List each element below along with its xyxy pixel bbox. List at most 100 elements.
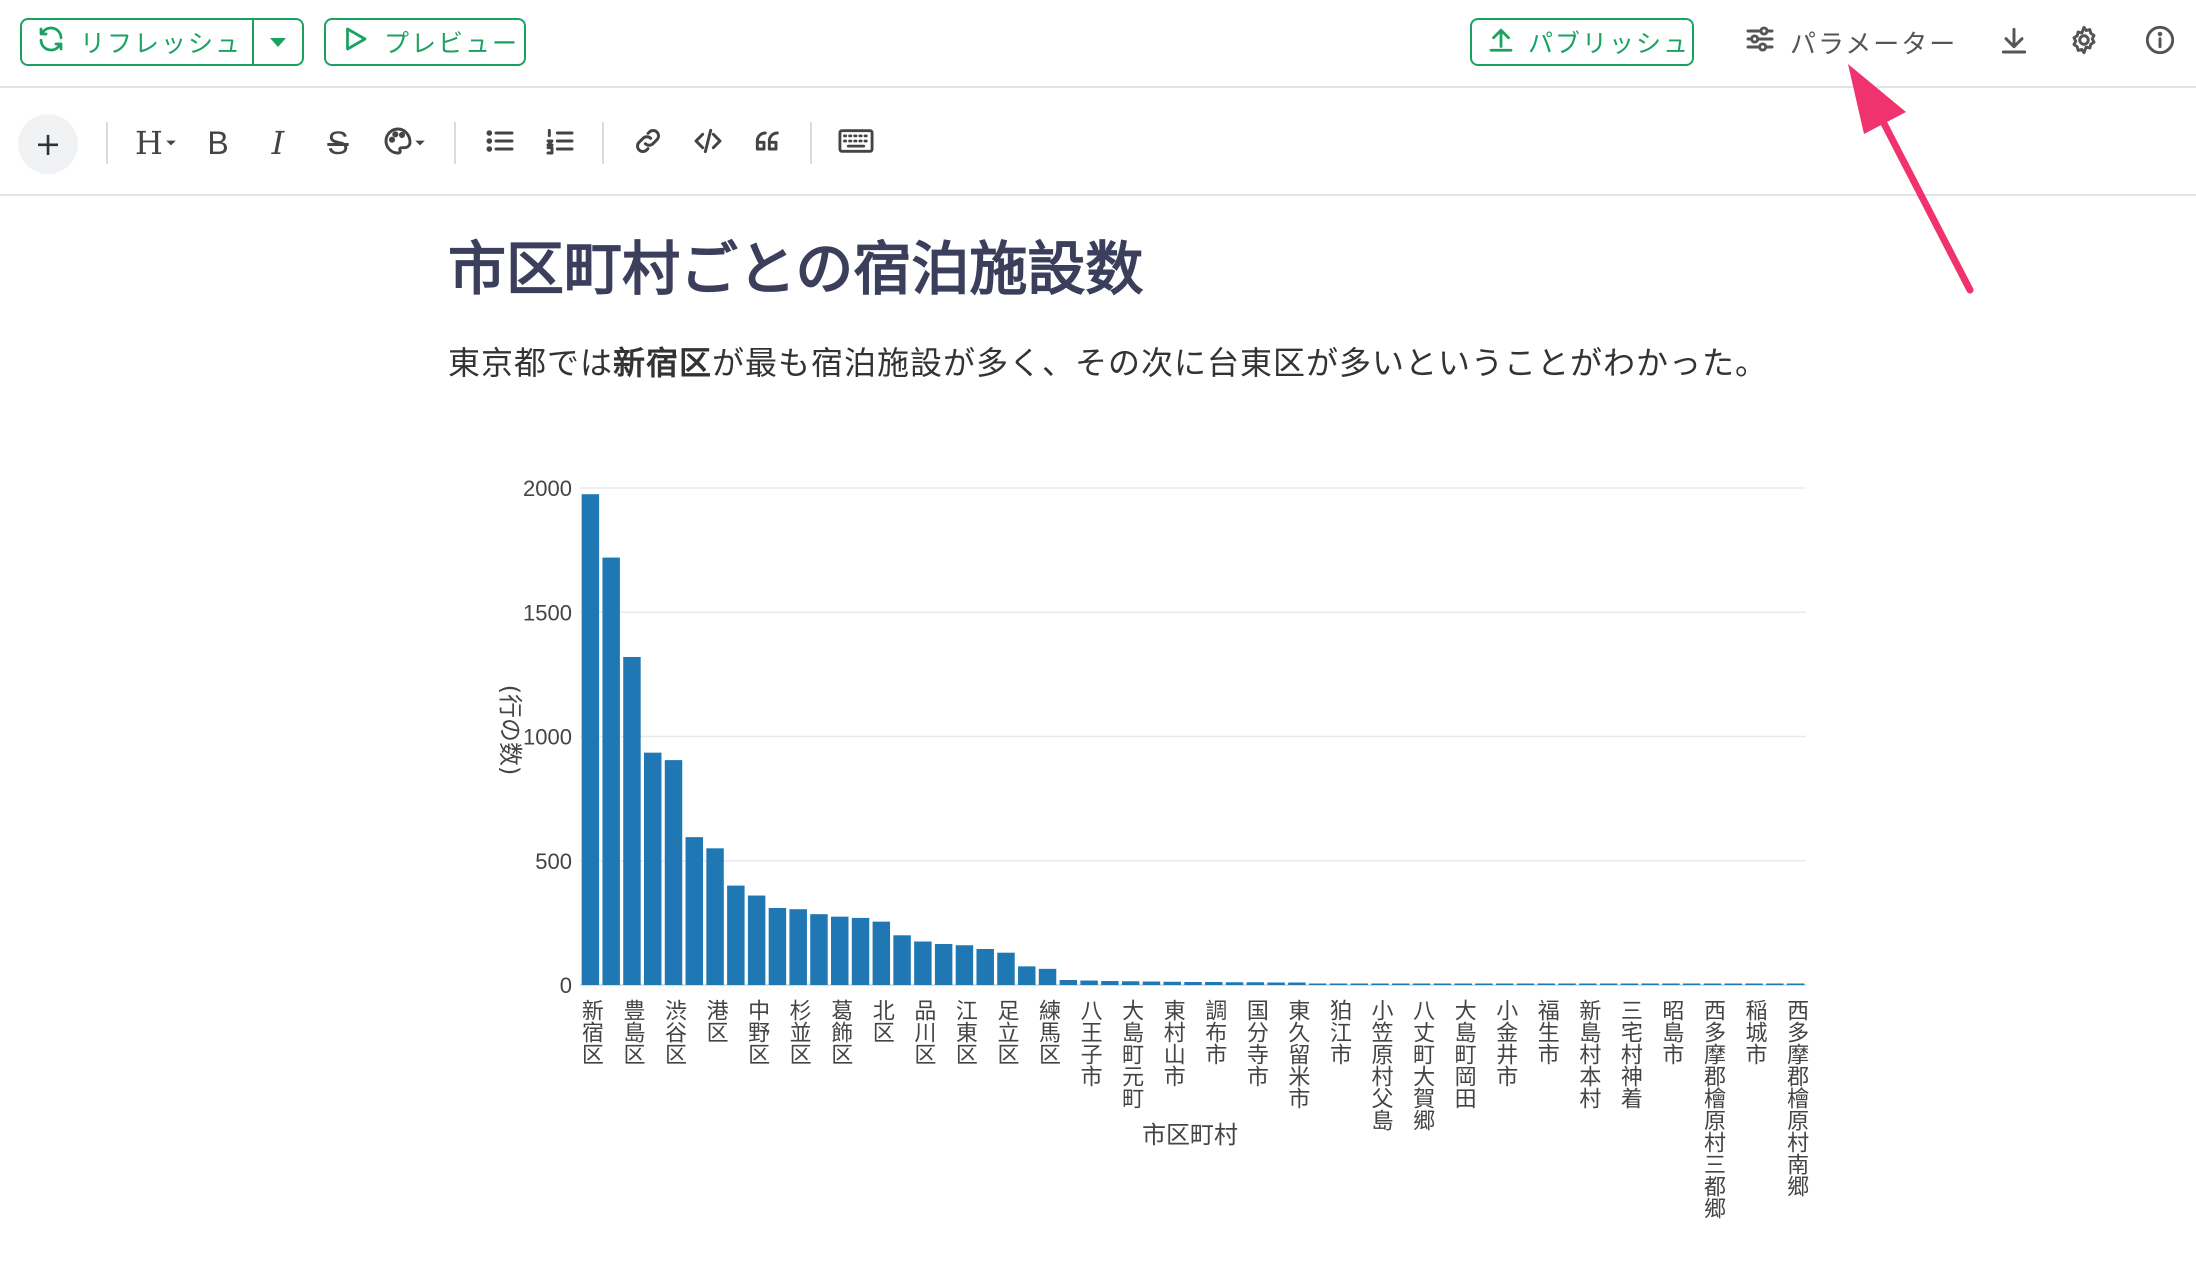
bar <box>664 760 683 985</box>
bar <box>1101 981 1119 985</box>
bullet-list-button[interactable] <box>480 120 520 166</box>
chart-svg: 0 500 1000 1500 2000 新宿区 豊島区 渋谷区 港区 中野区 杉並区 葛飾区 北区 品川… <box>496 476 1809 1219</box>
refresh-button[interactable]: リフレッシュ <box>22 20 254 64</box>
numbered-list-button[interactable] <box>540 120 580 166</box>
x-tick-label: 昭島市 <box>1658 999 1683 1065</box>
bar <box>789 909 807 985</box>
bar <box>1682 983 1701 985</box>
preview-button[interactable]: プレビュー <box>324 18 526 66</box>
bar <box>1288 982 1306 985</box>
refresh-label: リフレッシュ <box>80 29 243 58</box>
download-icon <box>1998 24 2030 60</box>
x-tick-label: 新島村本村 <box>1575 999 1601 1109</box>
bar <box>1703 983 1722 985</box>
info-icon <box>2144 24 2176 60</box>
x-tick-label: 西多摩郡檜原村南郷 <box>1783 999 1809 1197</box>
bar <box>1163 981 1181 985</box>
gear-icon <box>2068 24 2100 60</box>
paragraph-text-end: が最も宿泊施設が多く、その次に台東区が多いということがわかった。 <box>712 344 1769 382</box>
bar <box>747 895 766 985</box>
x-axis-label: 市区町村 <box>1142 1121 1238 1149</box>
bar <box>623 656 641 985</box>
x-tick-label: 狛江市 <box>1326 999 1352 1065</box>
x-tick-label: 八王子市 <box>1077 999 1103 1087</box>
bar <box>1579 983 1597 985</box>
bar <box>810 914 828 985</box>
bar-chart: 0 500 1000 1500 2000 新宿区 豊島区 渋谷区 港区 中野区 杉並区 葛飾区 北区 品川… <box>440 440 1820 1266</box>
insert-block-button[interactable]: + <box>18 114 78 174</box>
y-tick-label: 0 <box>560 973 572 998</box>
bar <box>1059 980 1078 985</box>
x-tick-label: 中野区 <box>744 999 770 1065</box>
strikethrough-button[interactable]: S <box>320 120 356 166</box>
document-paragraph: 東京都では新宿区が最も宿泊施設が多く、その次に台東区が多いということがわかった。 <box>448 338 1768 384</box>
bar <box>1620 983 1639 985</box>
y-tick-label: 1000 <box>523 725 572 750</box>
bar <box>1641 983 1659 985</box>
bold-icon: B <box>207 124 229 161</box>
bar <box>706 848 724 985</box>
refresh-dropdown-button[interactable] <box>254 20 302 64</box>
bar <box>644 752 662 985</box>
bar <box>1454 983 1472 985</box>
settings-button[interactable] <box>2064 22 2104 62</box>
sliders-icon <box>1744 23 1776 62</box>
x-tick-label: 杉並区 <box>786 999 812 1065</box>
bar <box>1724 983 1742 985</box>
x-tick-label: 大島町岡田 <box>1451 999 1477 1109</box>
x-tick-label: 小笠原村父島 <box>1368 999 1394 1131</box>
keyboard-shortcuts-button[interactable] <box>836 120 876 166</box>
y-axis-label: (行の数) <box>496 685 524 776</box>
text-color-button[interactable] <box>378 120 430 166</box>
y-tick-label: 1500 <box>523 600 572 625</box>
caret-down-icon <box>415 140 425 146</box>
bar <box>1329 983 1348 985</box>
bar <box>1205 982 1223 985</box>
bullet-list-icon <box>484 125 516 161</box>
download-button[interactable] <box>1994 22 2034 62</box>
bar <box>851 917 870 985</box>
bar <box>1142 981 1161 985</box>
bar <box>727 885 745 985</box>
info-button[interactable] <box>2140 22 2180 62</box>
parameters-button[interactable]: パラメーター <box>1744 18 1957 66</box>
heading-icon: H <box>135 124 163 162</box>
strikethrough-icon: S <box>327 124 349 161</box>
bar <box>934 943 953 985</box>
bar <box>1267 982 1285 985</box>
x-tick-label: 小金井市 <box>1492 999 1518 1087</box>
bold-button[interactable]: B <box>200 120 236 166</box>
annotation-arrow <box>1848 64 1974 294</box>
x-tick-label: 東村山市 <box>1160 999 1186 1087</box>
code-button[interactable] <box>688 120 728 166</box>
link-button[interactable] <box>628 120 668 166</box>
bar <box>1786 983 1805 985</box>
x-tick-label: 江東区 <box>952 999 978 1065</box>
bar <box>768 907 787 985</box>
paragraph-text-start: 東京都では <box>448 344 614 382</box>
paragraph-bold-text: 新宿区 <box>613 344 713 382</box>
code-icon <box>692 125 724 161</box>
y-tick-label: 500 <box>535 849 572 874</box>
quote-icon <box>752 125 784 161</box>
bar <box>581 494 600 985</box>
italic-button[interactable]: I <box>260 120 296 166</box>
bar <box>1558 983 1576 985</box>
bar <box>914 941 932 985</box>
bar <box>602 557 620 985</box>
x-tick-label: 稲城市 <box>1742 999 1768 1065</box>
heading-button[interactable]: H <box>130 120 182 166</box>
y-tick-label: 2000 <box>523 476 572 501</box>
bar <box>685 837 704 985</box>
publish-button[interactable]: パブリッシュ <box>1470 18 1694 66</box>
blockquote-button[interactable] <box>748 120 788 166</box>
bar <box>831 916 849 985</box>
bar <box>1225 982 1244 985</box>
bar <box>997 952 1015 985</box>
bar <box>1599 983 1618 985</box>
x-tick-label: 八丈町大賀郷 <box>1409 999 1435 1131</box>
bar <box>1121 981 1140 985</box>
bar <box>1184 982 1202 985</box>
divider <box>602 122 604 164</box>
bar <box>1392 983 1410 985</box>
